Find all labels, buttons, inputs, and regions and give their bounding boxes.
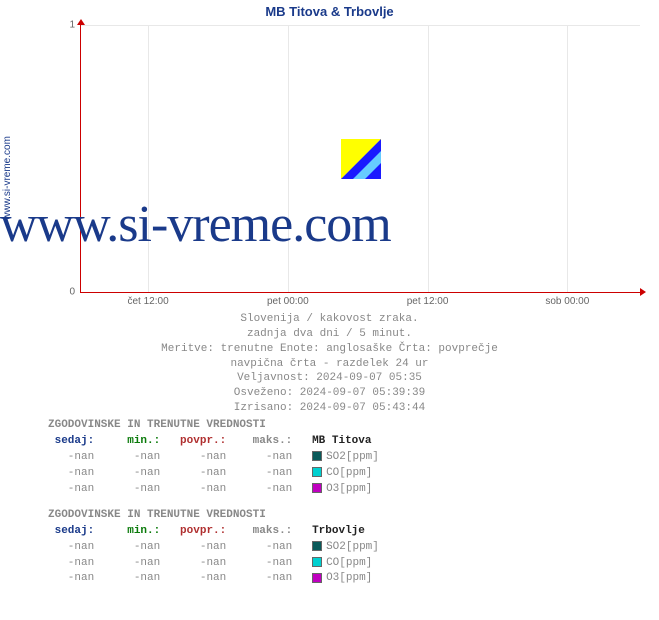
station-block: ZGODOVINSKE IN TRENUTNE VREDNOSTI sedaj:… <box>48 418 639 498</box>
series-swatch-icon <box>312 451 322 461</box>
table-row: -nan -nan -nan -nan CO[ppm] <box>48 466 639 482</box>
meta-line-1: Slovenija / kakovost zraka. <box>0 312 659 327</box>
meta-line-2: zadnja dva dni / 5 minut. <box>0 327 659 342</box>
series-swatch-icon <box>312 483 322 493</box>
chart-meta-block: Slovenija / kakovost zraka. zadnja dva d… <box>0 312 659 416</box>
table-title: ZGODOVINSKE IN TRENUTNE VREDNOSTI <box>48 508 639 524</box>
x-tick-3: sob 00:00 <box>545 296 589 307</box>
x-axis-arrow-icon <box>640 288 646 296</box>
center-legend-icon <box>341 139 381 179</box>
series-swatch-icon <box>312 541 322 551</box>
series-swatch-icon <box>312 557 322 567</box>
series-param: O3[ppm] <box>326 483 372 495</box>
series-swatch-icon <box>312 573 322 583</box>
table-row: -nan -nan -nan -nan SO2[ppm] <box>48 540 639 556</box>
x-tick-2: pet 12:00 <box>407 296 449 307</box>
chart-plot-area: 1 0 čet 12:00 pet 00:00 pet 12:00 sob 00… <box>80 25 640 293</box>
meta-line-6: Osveženo: 2024-09-07 05:39:39 <box>0 386 659 401</box>
table-row: -nan -nan -nan -nan O3[ppm] <box>48 482 639 498</box>
meta-line-7: Izrisano: 2024-09-07 05:43:44 <box>0 401 659 416</box>
meta-line-4: navpična črta - razdelek 24 ur <box>0 357 659 372</box>
chart-title: MB Titova & Trbovlje <box>0 4 659 19</box>
y-axis-site-label: www.si-vreme.com <box>2 136 13 220</box>
series-param: SO2[ppm] <box>326 451 379 463</box>
table-row: -nan -nan -nan -nan SO2[ppm] <box>48 450 639 466</box>
series-param: SO2[ppm] <box>326 541 379 553</box>
series-param: CO[ppm] <box>326 467 372 479</box>
y-tick-0: 0 <box>69 287 75 298</box>
table-row: -nan -nan -nan -nan CO[ppm] <box>48 556 639 572</box>
x-tick-0: čet 12:00 <box>128 296 169 307</box>
x-tick-1: pet 00:00 <box>267 296 309 307</box>
table-header-row: sedaj: min.: povpr.: maks.: MB Titova <box>48 434 639 450</box>
table-title: ZGODOVINSKE IN TRENUTNE VREDNOSTI <box>48 418 639 434</box>
meta-line-3: Meritve: trenutne Enote: anglosaške Črta… <box>0 342 659 357</box>
table-header-row: sedaj: min.: povpr.: maks.: Trbovlje <box>48 524 639 540</box>
meta-line-5: Veljavnost: 2024-09-07 05:35 <box>0 371 659 386</box>
y-tick-1: 1 <box>69 20 75 31</box>
data-tables: ZGODOVINSKE IN TRENUTNE VREDNOSTI sedaj:… <box>48 418 639 597</box>
series-param: O3[ppm] <box>326 572 372 584</box>
series-param: CO[ppm] <box>326 557 372 569</box>
table-row: -nan -nan -nan -nan O3[ppm] <box>48 571 639 587</box>
series-swatch-icon <box>312 467 322 477</box>
station-block: ZGODOVINSKE IN TRENUTNE VREDNOSTI sedaj:… <box>48 508 639 588</box>
